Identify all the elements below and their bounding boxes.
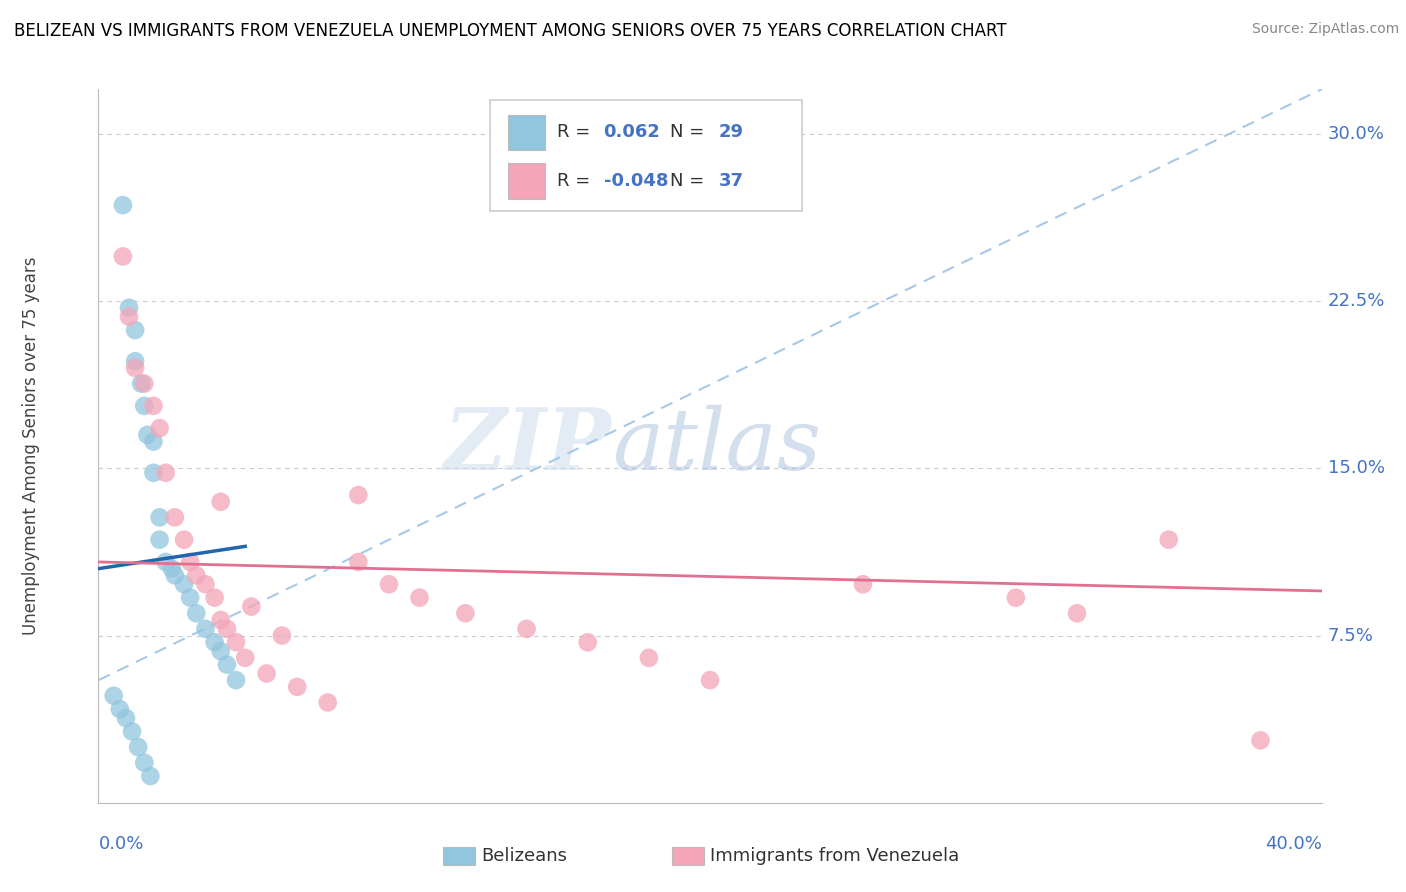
- Text: 0.0%: 0.0%: [98, 835, 143, 853]
- Text: BELIZEAN VS IMMIGRANTS FROM VENEZUELA UNEMPLOYMENT AMONG SENIORS OVER 75 YEARS C: BELIZEAN VS IMMIGRANTS FROM VENEZUELA UN…: [14, 22, 1007, 40]
- Text: 30.0%: 30.0%: [1327, 125, 1385, 143]
- Point: [139, 769, 162, 783]
- Point: [1249, 733, 1271, 747]
- Point: [209, 644, 232, 658]
- Point: [108, 702, 131, 716]
- Point: [124, 360, 146, 375]
- Point: [142, 434, 165, 449]
- Point: [163, 510, 186, 524]
- Point: [134, 756, 156, 770]
- Point: [233, 651, 256, 665]
- Point: [103, 689, 125, 703]
- Point: [149, 510, 172, 524]
- Text: Immigrants from Venezuela: Immigrants from Venezuela: [710, 847, 959, 865]
- Point: [347, 555, 370, 569]
- Text: -0.048: -0.048: [603, 172, 668, 190]
- Text: 0.062: 0.062: [603, 123, 661, 142]
- Text: 40.0%: 40.0%: [1265, 835, 1322, 853]
- Point: [194, 577, 217, 591]
- Text: 22.5%: 22.5%: [1327, 292, 1385, 310]
- Point: [115, 711, 138, 725]
- Point: [118, 301, 141, 315]
- Point: [408, 591, 430, 605]
- Point: [270, 628, 292, 642]
- Point: [173, 533, 195, 547]
- Point: [194, 622, 217, 636]
- Point: [1066, 607, 1088, 621]
- Point: [316, 696, 339, 710]
- Text: 37: 37: [718, 172, 744, 190]
- Point: [186, 568, 208, 582]
- Point: [179, 555, 201, 569]
- Point: [215, 622, 238, 636]
- Point: [121, 724, 143, 739]
- Text: N =: N =: [669, 123, 710, 142]
- Point: [142, 399, 165, 413]
- Point: [215, 657, 238, 672]
- FancyBboxPatch shape: [489, 100, 801, 211]
- Point: [149, 533, 172, 547]
- Point: [124, 354, 146, 368]
- Point: [111, 249, 134, 264]
- Text: R =: R =: [557, 172, 596, 190]
- Point: [124, 323, 146, 337]
- Bar: [508, 114, 546, 150]
- Text: N =: N =: [669, 172, 710, 190]
- Point: [136, 427, 159, 442]
- Text: Source: ZipAtlas.com: Source: ZipAtlas.com: [1251, 22, 1399, 37]
- Point: [699, 673, 721, 687]
- Point: [576, 635, 599, 649]
- Point: [516, 622, 538, 636]
- Point: [118, 310, 141, 324]
- Point: [129, 376, 152, 391]
- Point: [347, 488, 370, 502]
- Point: [111, 198, 134, 212]
- Bar: [508, 163, 546, 199]
- Point: [149, 421, 172, 435]
- Point: [179, 591, 201, 605]
- Point: [285, 680, 308, 694]
- Point: [173, 577, 195, 591]
- Point: [637, 651, 661, 665]
- Point: [454, 607, 477, 621]
- Text: Unemployment Among Seniors over 75 years: Unemployment Among Seniors over 75 years: [22, 257, 41, 635]
- Point: [155, 555, 177, 569]
- Text: 29: 29: [718, 123, 744, 142]
- Text: 15.0%: 15.0%: [1327, 459, 1385, 477]
- Point: [240, 599, 263, 614]
- Point: [225, 673, 247, 687]
- Point: [1004, 591, 1026, 605]
- Point: [256, 666, 278, 681]
- Point: [163, 568, 186, 582]
- Point: [160, 562, 183, 576]
- Point: [852, 577, 875, 591]
- Text: Belizeans: Belizeans: [481, 847, 567, 865]
- Point: [378, 577, 401, 591]
- Point: [134, 399, 156, 413]
- Point: [186, 607, 208, 621]
- Text: ZIP: ZIP: [444, 404, 612, 488]
- Point: [134, 376, 156, 391]
- Point: [204, 635, 226, 649]
- Point: [225, 635, 247, 649]
- Point: [204, 591, 226, 605]
- Point: [209, 613, 232, 627]
- Point: [209, 494, 232, 508]
- Text: atlas: atlas: [612, 405, 821, 487]
- Point: [142, 466, 165, 480]
- Text: 7.5%: 7.5%: [1327, 626, 1374, 645]
- Point: [1157, 533, 1180, 547]
- Point: [155, 466, 177, 480]
- Point: [127, 740, 149, 755]
- Text: R =: R =: [557, 123, 596, 142]
